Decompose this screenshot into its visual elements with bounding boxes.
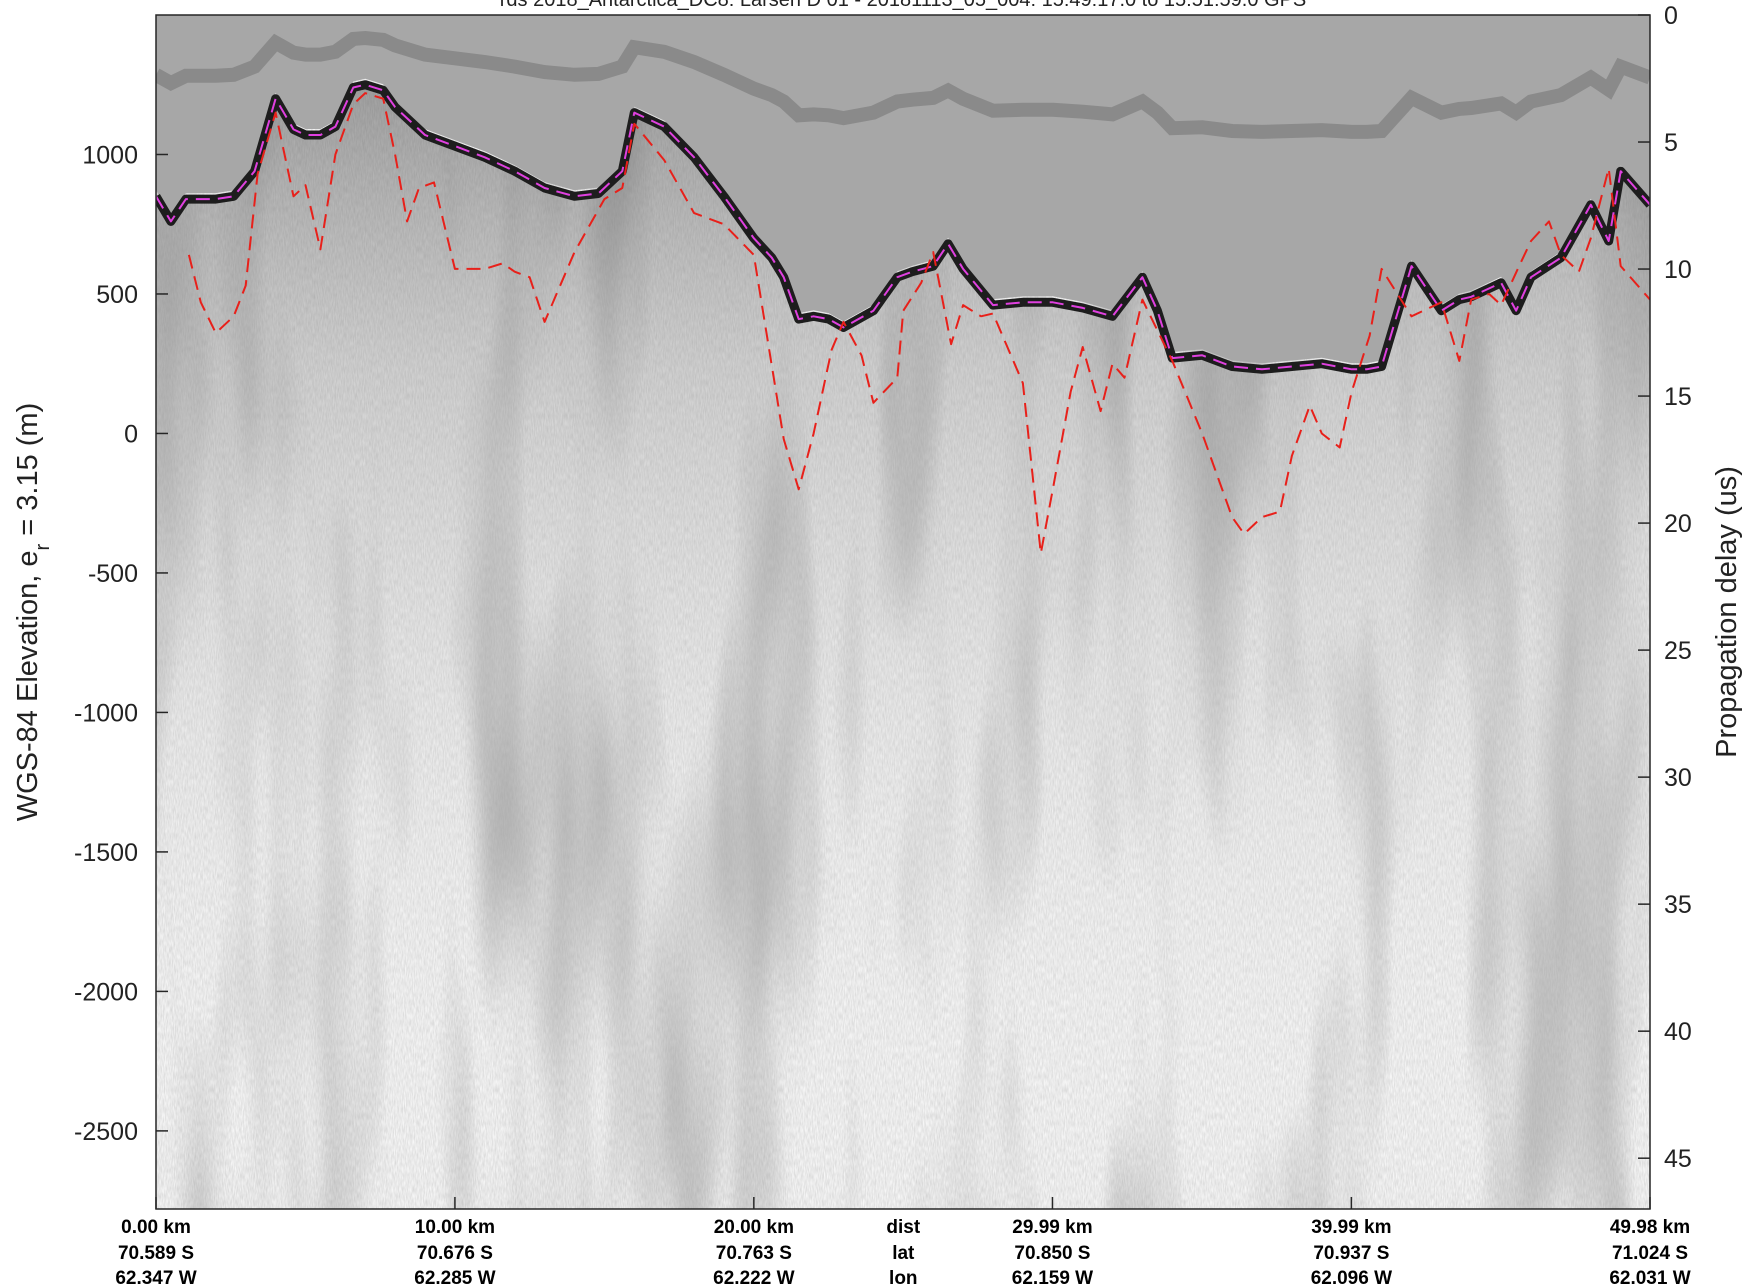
right-axis-title: Propagation delay (us) xyxy=(1711,466,1743,758)
left-axis: 1000 500 0 -500 -1000 -1500 -2000 -2500 xyxy=(74,141,168,1146)
air-column xyxy=(156,15,1650,364)
bottom-axis-row-legend-lat: lat xyxy=(892,1243,915,1264)
right-axis-tick-label: 15 xyxy=(1664,383,1692,411)
bottom-axis-lat-label: 70.763 S xyxy=(716,1243,792,1264)
right-axis-tick-label: 25 xyxy=(1664,637,1692,665)
right-axis-tick-label: 20 xyxy=(1664,510,1692,538)
bottom-axis-dist-label: 49.98 km xyxy=(1610,1217,1690,1238)
plot-frame xyxy=(155,14,1651,1210)
system-reflection-band xyxy=(156,30,1650,139)
left-axis-tick-label: -2000 xyxy=(74,978,138,1006)
left-axis-tick-label: -500 xyxy=(88,560,138,588)
bottom-axis-dist-label: 10.00 km xyxy=(415,1217,495,1238)
bottom-pick-line xyxy=(187,92,1650,555)
right-axis-tick-label: 10 xyxy=(1664,256,1692,284)
bottom-axis-dist-label: 0.00 km xyxy=(121,1217,191,1238)
bottom-axis-lat-label: 70.589 S xyxy=(118,1243,194,1264)
left-axis-tick-label: 1000 xyxy=(82,141,138,169)
bottom-axis-lon-label: 62.031 W xyxy=(1609,1268,1690,1286)
right-axis-tick-label: 30 xyxy=(1664,764,1692,792)
bottom-axis-dist-label: 29.99 km xyxy=(1012,1217,1092,1238)
bottom-axis-lon-label: 62.096 W xyxy=(1311,1268,1392,1286)
right-axis-tick-label: 5 xyxy=(1664,129,1678,157)
left-axis-title-prefix: WGS-84 Elevation, e xyxy=(12,550,44,821)
left-axis-title-subscript: r xyxy=(32,543,54,550)
bottom-axis: 0.00 km 70.589 S 62.347 W 10.00 km 70.676 S 6… xyxy=(115,1197,1691,1286)
right-axis: 0 5 10 15 20 25 30 35 40 45 xyxy=(1638,2,1692,1173)
bottom-axis-lat-label: 70.937 S xyxy=(1313,1243,1389,1264)
right-axis-tick-label: 35 xyxy=(1664,891,1692,919)
subsurface-shading xyxy=(156,84,1650,1209)
right-axis-tick-label: 40 xyxy=(1664,1018,1692,1046)
right-axis-tick-label: 0 xyxy=(1664,2,1678,30)
bottom-axis-dist-label: 20.00 km xyxy=(714,1217,794,1238)
left-axis-tick-label: -1000 xyxy=(74,699,138,727)
right-axis-tick-label: 45 xyxy=(1664,1145,1692,1173)
bottom-axis-lat-label: 71.024 S xyxy=(1612,1243,1688,1264)
left-axis-tick-label: 500 xyxy=(96,281,138,309)
bottom-axis-dist-label: 39.99 km xyxy=(1311,1217,1391,1238)
left-axis-tick-label: 0 xyxy=(124,420,138,448)
bottom-axis-lon-label: 62.159 W xyxy=(1012,1268,1093,1286)
layer-picks xyxy=(156,83,1650,555)
chart-title: rds 2018_Antarctica_DC8: Larsen D 01 - 2… xyxy=(500,0,1307,11)
left-axis-title-suffix: = 3.15 (m) xyxy=(12,403,44,544)
bottom-axis-lon-label: 62.285 W xyxy=(414,1268,495,1286)
left-axis-tick-label: -1500 xyxy=(74,839,138,867)
left-axis-title: WGS-84 Elevation, er = 3.15 (m) xyxy=(12,403,54,822)
left-axis-tick-label: -2500 xyxy=(74,1118,138,1146)
bottom-axis-row-legend-dist: dist xyxy=(886,1217,920,1238)
surface-pick-line xyxy=(156,83,1650,371)
bottom-axis-row-legend-lon: lon xyxy=(889,1268,918,1286)
bottom-axis-lat-label: 70.850 S xyxy=(1014,1243,1090,1264)
bottom-axis-lon-label: 62.222 W xyxy=(713,1268,794,1286)
echogram-image xyxy=(156,15,1650,1209)
bottom-axis-lat-label: 70.676 S xyxy=(417,1243,493,1264)
bottom-axis-lon-label: 62.347 W xyxy=(115,1268,196,1286)
